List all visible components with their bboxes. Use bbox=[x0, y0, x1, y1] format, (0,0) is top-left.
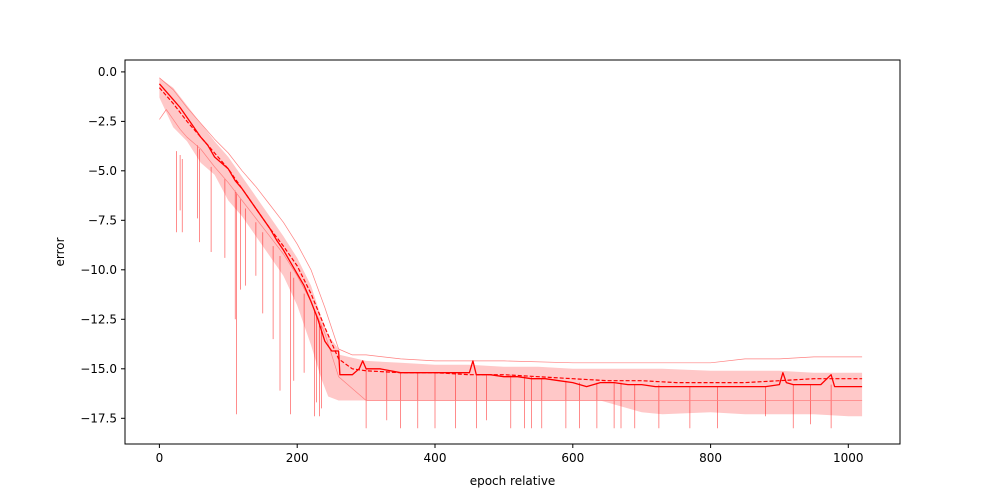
series-line-thin-3 bbox=[159, 109, 863, 401]
y-tick-label: −2.5 bbox=[88, 114, 117, 128]
y-axis: 0.0 −2.5 −5.0 −7.5 −10.0 −12.5 −15.0 −17.5 bbox=[80, 65, 125, 425]
series-line-thin-2 bbox=[159, 77, 863, 364]
y-tick-label: −17.5 bbox=[80, 411, 117, 425]
y-tick-label: 0.0 bbox=[98, 65, 117, 79]
spread-band bbox=[159, 77, 863, 417]
x-tick-label: 600 bbox=[561, 451, 584, 465]
y-tick-label: −15.0 bbox=[80, 362, 117, 376]
x-tick-label: 800 bbox=[699, 451, 722, 465]
y-tick-label: −5.0 bbox=[88, 164, 117, 178]
axes-frame bbox=[124, 59, 901, 445]
y-tick-label: −7.5 bbox=[88, 213, 117, 227]
plot-area bbox=[158, 77, 863, 429]
x-tick-label: 400 bbox=[424, 451, 447, 465]
series-line-dashed-1 bbox=[158, 87, 863, 384]
x-axis-label: epoch relative bbox=[470, 474, 556, 488]
x-tick-label: 1000 bbox=[833, 451, 864, 465]
y-tick-label: −12.5 bbox=[80, 312, 117, 326]
x-tick-label: 0 bbox=[156, 451, 164, 465]
x-tick-label: 200 bbox=[286, 451, 309, 465]
y-tick-label: −10.0 bbox=[80, 263, 117, 277]
y-axis-label: error bbox=[53, 237, 67, 266]
x-axis: 0 200 400 600 800 1000 bbox=[156, 444, 864, 465]
series-line-solid-0 bbox=[158, 83, 863, 388]
